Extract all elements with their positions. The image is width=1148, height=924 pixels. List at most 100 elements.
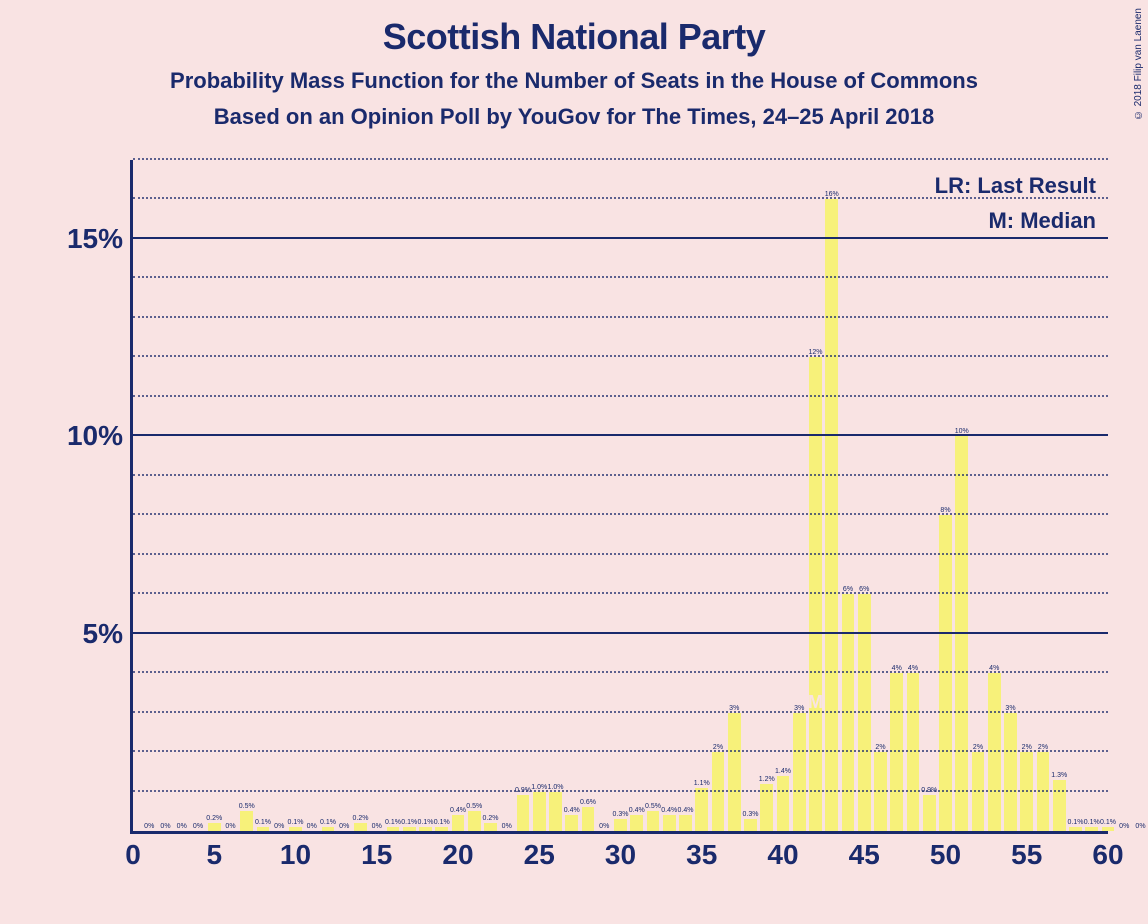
bar-value-label: 0%	[160, 823, 170, 831]
bar: 0.4%	[565, 815, 578, 831]
bar-value-label: 0.1%	[434, 819, 450, 827]
x-tick-label: 15	[361, 831, 392, 871]
bar: 0.5%	[468, 811, 481, 831]
bar-value-label: 0.5%	[239, 803, 255, 811]
x-tick-label: 55	[1011, 831, 1042, 871]
bar-value-label: 1.3%	[1051, 772, 1067, 780]
x-tick-label: 50	[930, 831, 961, 871]
bar-value-label: 0%	[193, 823, 203, 831]
bar: 3%	[1004, 713, 1017, 831]
bar: 0.1%	[257, 827, 270, 831]
bar: 0.3%	[614, 819, 627, 831]
gridline-minor	[133, 750, 1108, 752]
bar-value-label: 0%	[502, 823, 512, 831]
bar-value-label: 0%	[372, 823, 382, 831]
bar-value-label: 0%	[177, 823, 187, 831]
bar-value-label: 0%	[1119, 823, 1129, 831]
bar-value-label: 1.2%	[759, 776, 775, 784]
bar: 4%	[907, 673, 920, 831]
bar: 6%	[842, 594, 855, 831]
gridline-minor	[133, 671, 1108, 673]
bar: 0.9%	[923, 795, 936, 831]
bar: 0.3%	[744, 819, 757, 831]
gridline-minor	[133, 276, 1108, 278]
bar-value-label: 0.4%	[678, 807, 694, 815]
gridline-minor	[133, 513, 1108, 515]
bar: 3%	[793, 713, 806, 831]
bar-value-label: 0.1%	[1084, 819, 1100, 827]
bar-value-label: 0%	[144, 823, 154, 831]
bar: 0.2%	[484, 823, 497, 831]
bar: 2%	[972, 752, 985, 831]
gridline-minor	[133, 592, 1108, 594]
bar-value-label: 0.1%	[288, 819, 304, 827]
bar-value-label: 0.3%	[743, 811, 759, 819]
bar-value-label: 1.4%	[775, 768, 791, 776]
bar: 4%	[988, 673, 1001, 831]
gridline-minor	[133, 355, 1108, 357]
plot-area: LR: Last Result M: Median 0%0%0%0%0.2%0%…	[60, 160, 1108, 884]
bar-value-label: 0.3%	[613, 811, 629, 819]
bar-value-label: 0%	[1135, 823, 1145, 831]
bar-value-label: 0%	[274, 823, 284, 831]
bar: 0.1%	[403, 827, 416, 831]
bar-value-label: 0.1%	[320, 819, 336, 827]
bars-container: 0%0%0%0%0.2%0%0.5%0.1%0%0.1%0%0.1%0%0.2%…	[133, 160, 1108, 831]
bar: 0.5%	[240, 811, 253, 831]
gridline-minor	[133, 158, 1108, 160]
chart-title: Scottish National Party	[0, 0, 1148, 58]
gridline-minor	[133, 197, 1108, 199]
y-tick-label: 10%	[67, 420, 133, 452]
x-tick-label: 40	[767, 831, 798, 871]
gridline-major	[133, 632, 1108, 634]
bar: 6%	[858, 594, 871, 831]
gridline-minor	[133, 474, 1108, 476]
bar: 0.1%	[1069, 827, 1082, 831]
bar-value-label: 0.2%	[353, 815, 369, 823]
bar-value-label: 0.5%	[466, 803, 482, 811]
bar: 0.6%	[582, 807, 595, 831]
bar-value-label: 0%	[339, 823, 349, 831]
x-tick-label: 60	[1092, 831, 1123, 871]
bar: 4%	[890, 673, 903, 831]
x-tick-label: 20	[442, 831, 473, 871]
bar-value-label: 0%	[225, 823, 235, 831]
bar-value-label: 0.1%	[418, 819, 434, 827]
bar-value-label: 0.2%	[483, 815, 499, 823]
bar: 1.0%	[549, 792, 562, 831]
bar: 8%	[939, 515, 952, 831]
copyright-text: © 2018 Filip van Laenen	[1133, 8, 1144, 120]
gridline-minor	[133, 711, 1108, 713]
bar: 2%	[1020, 752, 1033, 831]
bar-value-label: 0.1%	[385, 819, 401, 827]
gridline-minor	[133, 316, 1108, 318]
bar: 0.4%	[452, 815, 465, 831]
bar-value-label: 0.4%	[450, 807, 466, 815]
bar: 0.5%	[647, 811, 660, 831]
x-tick-label: 35	[686, 831, 717, 871]
gridline-minor	[133, 395, 1108, 397]
bar: 0.4%	[630, 815, 643, 831]
bar-value-label: 0%	[599, 823, 609, 831]
x-tick-label: 45	[849, 831, 880, 871]
bar: 0.4%	[679, 815, 692, 831]
chart-subtitle2: Based on an Opinion Poll by YouGov for T…	[0, 94, 1148, 130]
bar-value-label: 0.2%	[206, 815, 222, 823]
x-tick-label: 25	[524, 831, 555, 871]
plot: LR: Last Result M: Median 0%0%0%0%0.2%0%…	[130, 160, 1108, 834]
gridline-major	[133, 434, 1108, 436]
x-tick-label: 0	[125, 831, 141, 871]
bar: 1.1%	[695, 788, 708, 831]
gridline-minor	[133, 790, 1108, 792]
x-tick-label: 30	[605, 831, 636, 871]
chart-subtitle: Probability Mass Function for the Number…	[0, 58, 1148, 94]
bar: 0.2%	[208, 823, 221, 831]
bar: 0.9%	[517, 795, 530, 831]
bar-value-label: 0.1%	[1100, 819, 1116, 827]
bar: 0.1%	[322, 827, 335, 831]
y-tick-label: 15%	[67, 223, 133, 255]
bar: 1.0%	[533, 792, 546, 831]
y-tick-label: 5%	[83, 618, 133, 650]
gridline-major	[133, 237, 1108, 239]
bar-value-label: 1.1%	[694, 780, 710, 788]
